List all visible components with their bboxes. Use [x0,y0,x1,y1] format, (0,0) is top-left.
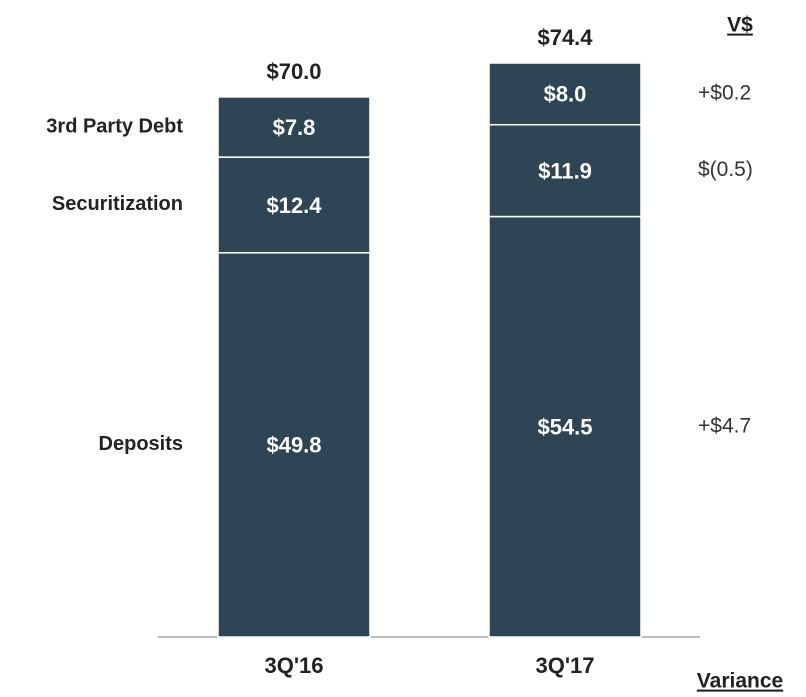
total-label: $70.0 [266,59,321,84]
bar-segment [217,252,371,638]
series-name: Deposits [99,433,183,455]
bar-segment [488,123,642,218]
segment-label: $54.5 [537,415,592,440]
variance-title: V$ [727,14,753,37]
variance-value: +$0.2 [698,81,751,104]
segment-label: $12.4 [266,193,322,218]
segment-label: $49.8 [266,433,321,458]
bar-segment [488,62,642,126]
x-tick-label: 3Q'17 [535,653,594,678]
variance-label: Variance [697,670,783,693]
variance-value: $(0.5) [698,158,753,181]
total-label: $74.4 [537,25,593,50]
segment-label: $11.9 [538,158,592,183]
bar-segment [217,156,371,254]
segment-label: $7.8 [273,115,316,140]
series-name: 3rd Party Debt [46,115,183,137]
segment-label: $8.0 [544,82,587,107]
bar-segment [488,215,642,638]
variance-value: +$4.7 [698,414,751,437]
x-tick-label: 3Q'16 [264,653,323,678]
series-name: Securitization [52,193,183,215]
bar-segment [217,96,371,158]
